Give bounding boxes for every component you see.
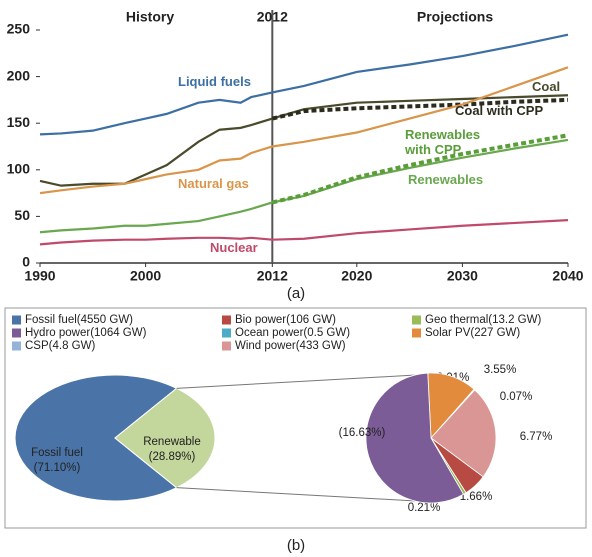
caption: (a) [287, 285, 305, 302]
series-line [39, 138, 569, 234]
series-label: Liquid fuels [178, 74, 251, 89]
legend-swatch [412, 328, 421, 338]
caption: (b) [287, 537, 305, 554]
legend-label: CSP(4.8 GW) [25, 340, 95, 352]
annotation: Projections [417, 9, 493, 25]
legend-label: Ocean power(0.5 GW) [235, 327, 350, 339]
sub-pie-slice [430, 389, 497, 478]
legend-label: Hydro power(1064 GW) [25, 327, 147, 339]
connector [176, 487, 417, 502]
legend-label: Fossil fuel(4550 GW) [25, 314, 133, 326]
slice-label: Fossil fuel [31, 447, 83, 459]
slice-value: (28.89%) [149, 451, 196, 463]
sub-slice-label: 3.55% [484, 364, 517, 376]
sub-slice-label: 1.66% [460, 491, 493, 503]
series-label: Renewables with CPP [405, 127, 481, 157]
series-line [39, 33, 569, 136]
x-tick-label: 1990 [24, 268, 55, 284]
series-label: Natural gas [178, 176, 249, 191]
legend-swatch [222, 341, 231, 351]
x-tick-label: 2012 [257, 268, 288, 284]
sub-slice-label: (16.63%) [339, 427, 386, 439]
pie-slice [114, 387, 216, 489]
panel-frame [4, 307, 587, 529]
sub-slice-label: 0.21% [408, 502, 441, 514]
y-tick-label: 200 [7, 67, 31, 83]
annotation: History [126, 9, 174, 25]
x-tick-label: 2030 [447, 268, 478, 284]
sub-slice-label: 0.07% [500, 391, 533, 403]
sub-slice-label: 6.77% [520, 431, 553, 443]
series-label: Coal with CPP [455, 103, 544, 118]
series-label: Nuclear [210, 240, 258, 255]
legend-label: Bio power(106 GW) [235, 314, 336, 326]
x-tick-label: 2020 [341, 268, 372, 284]
legend-swatch [222, 315, 231, 325]
y-tick-label: 0 [22, 254, 30, 270]
legend-swatch [12, 315, 21, 325]
y-tick-label: 250 [7, 21, 31, 37]
series-label: Renewables [408, 172, 484, 187]
legend-label: Wind power(433 GW) [235, 340, 346, 352]
legend-swatch [12, 341, 21, 351]
x-tick-label: 2000 [130, 268, 161, 284]
legend-swatch [412, 315, 421, 325]
legend-label: Geo thermal(13.2 GW) [425, 314, 541, 326]
legend-swatch [12, 328, 21, 338]
series-label: Coal [532, 79, 561, 94]
y-tick-label: 50 [14, 207, 30, 223]
slice-value: (71.10%) [34, 462, 81, 474]
legend-swatch [222, 328, 231, 338]
series-line [271, 133, 569, 205]
slice-label: Renewable [143, 436, 201, 448]
series-line [39, 66, 569, 195]
series-line [271, 97, 569, 121]
legend-label: Solar PV(227 GW) [425, 327, 520, 339]
divider-label: 2012 [257, 9, 288, 25]
x-tick-label: 2040 [552, 268, 583, 284]
series-line [39, 219, 569, 246]
connector [176, 374, 417, 389]
y-tick-label: 100 [7, 161, 31, 177]
pie-slice [14, 374, 178, 502]
y-tick-label: 150 [7, 114, 31, 130]
sub-pie-slice [365, 372, 465, 504]
